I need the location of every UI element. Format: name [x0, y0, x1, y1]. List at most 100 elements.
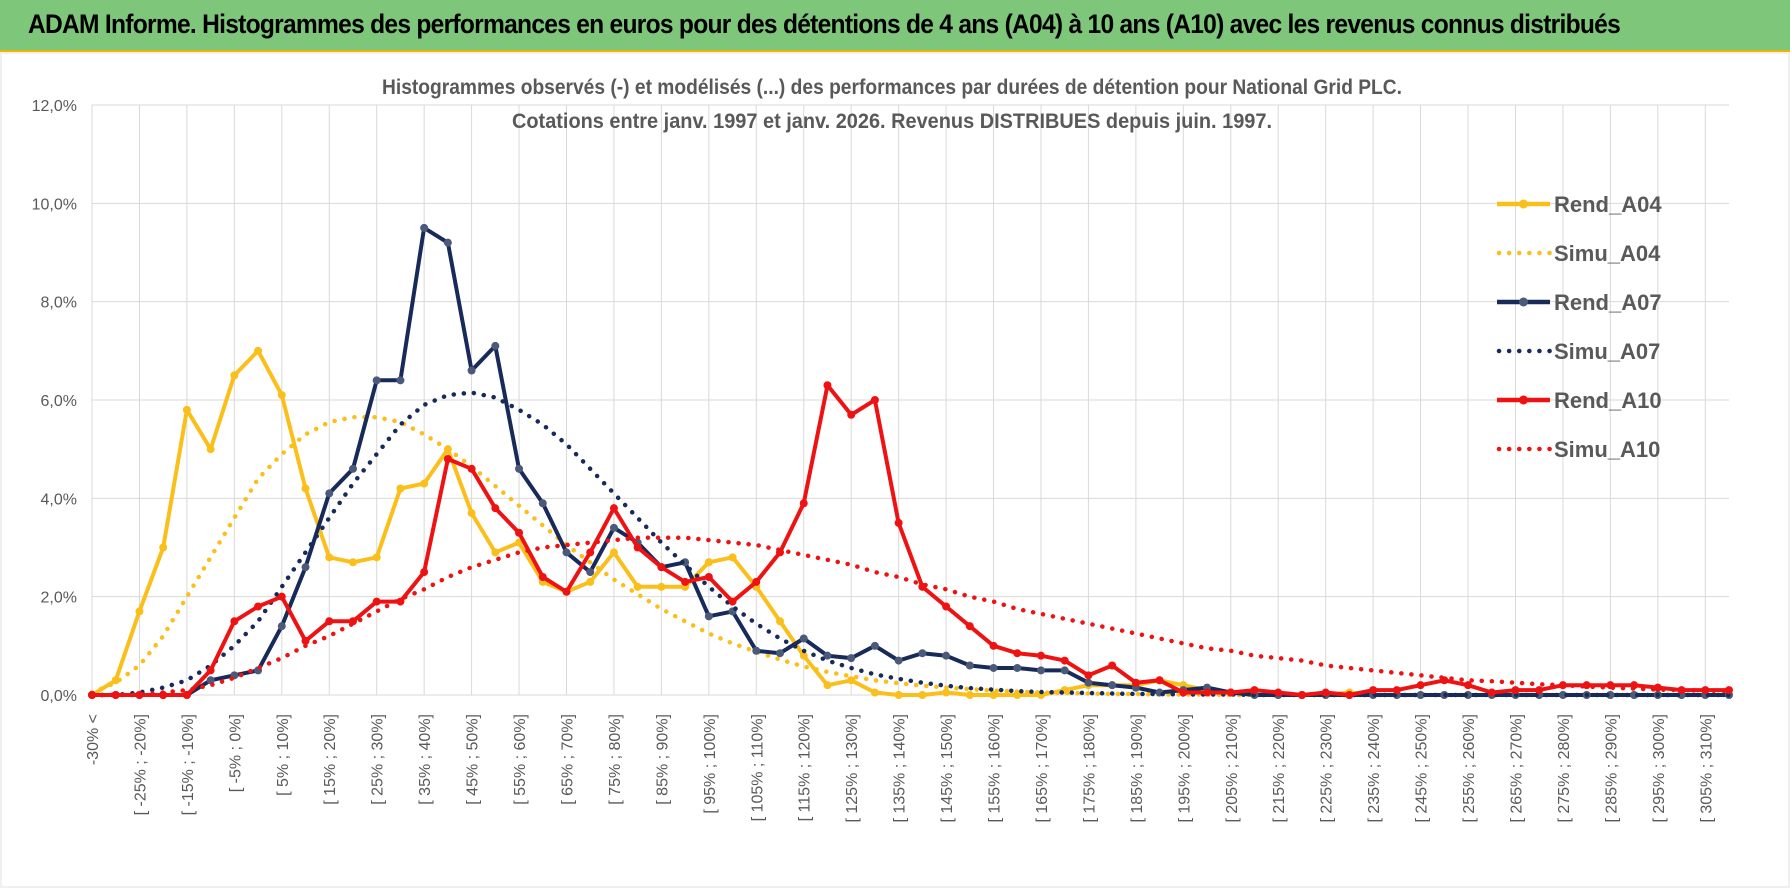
legend-marker: [1519, 199, 1528, 209]
data-point-Rend_A10: [1036, 651, 1045, 660]
series-layer: [88, 223, 1733, 699]
data-point-Rend_A07: [420, 223, 429, 232]
data-point-Rend_A07: [443, 238, 452, 247]
data-point-Rend_A10: [1369, 686, 1378, 695]
data-point-Rend_A10: [538, 573, 547, 581]
legend-label: Rend_A07: [1554, 290, 1662, 315]
series-Simu_A07: [89, 390, 1732, 698]
data-point-Rend_A04: [348, 558, 357, 567]
data-point-Rend_A04: [776, 617, 785, 626]
x-tick-label: [ 215% ; 220%]: [1271, 714, 1288, 823]
data-point-Rend_A10: [1203, 688, 1212, 697]
data-point-Rend_A07: [586, 568, 595, 577]
x-tick-label: [ -5% ; 0%]: [227, 714, 244, 792]
data-point-Rend_A04: [396, 484, 405, 493]
data-point-Rend_A07: [918, 649, 927, 658]
data-point-Rend_A04: [609, 548, 618, 557]
data-point-Rend_A07: [989, 663, 998, 672]
data-point-Rend_A10: [1084, 671, 1093, 680]
data-point-Rend_A10: [254, 602, 263, 611]
data-point-Rend_A04: [799, 651, 808, 660]
data-point-Rend_A07: [752, 646, 761, 655]
legend-item: Rend_A07: [1497, 290, 1662, 315]
data-point-Rend_A10: [420, 568, 429, 577]
data-point-Rend_A07: [396, 376, 405, 385]
legend-label: Simu_A10: [1554, 437, 1660, 462]
legend-marker: [1519, 297, 1528, 307]
x-tick-label: [ 265% ; 270%]: [1508, 714, 1525, 823]
data-point-Rend_A04: [491, 548, 500, 557]
x-tick-label: [ 15% ; 20%]: [322, 714, 339, 805]
data-point-Rend_A10: [325, 617, 334, 626]
data-point-Rend_A07: [1108, 681, 1117, 690]
data-point-Rend_A10: [823, 381, 832, 390]
x-tick-label: [ 275% ; 280%]: [1556, 714, 1573, 823]
data-point-Rend_A07: [1558, 691, 1567, 699]
data-point-Rend_A07: [277, 622, 286, 631]
data-point-Rend_A04: [135, 607, 144, 616]
data-point-Rend_A10: [989, 641, 998, 650]
x-tick-label: [ -15% ; -10%]: [180, 714, 197, 815]
data-point-Rend_A10: [1511, 686, 1520, 695]
x-tick-label: [ 5% ; 10%]: [275, 714, 292, 796]
data-point-Rend_A10: [1060, 656, 1069, 665]
legend: Rend_A04 Simu_A04 Rend_A07 Simu_A07 Rend_A10…: [1496, 192, 1662, 462]
x-tick-label: [ 305% ; 310%]: [1698, 714, 1715, 823]
x-tick-label: [ 185% ; 190%]: [1129, 714, 1146, 823]
data-point-Rend_A10: [752, 577, 761, 586]
data-point-Rend_A10: [372, 597, 381, 606]
data-point-Rend_A10: [206, 666, 215, 675]
data-point-Rend_A10: [728, 597, 737, 606]
data-point-Rend_A10: [111, 691, 120, 699]
data-point-Rend_A07: [847, 654, 856, 663]
data-point-Rend_A04: [704, 558, 713, 567]
data-point-Rend_A04: [325, 553, 334, 562]
data-point-Rend_A10: [1274, 688, 1283, 697]
y-tick-label: 8,0%: [41, 295, 77, 312]
data-point-Rend_A10: [799, 499, 808, 508]
data-point-Rend_A10: [1535, 686, 1544, 695]
x-tick-label: [ 195% ; 200%]: [1176, 714, 1193, 823]
series-line-Simu_A07: [89, 390, 1732, 698]
y-tick-label: 6,0%: [41, 393, 77, 410]
data-point-Rend_A07: [609, 523, 618, 532]
data-point-Rend_A10: [609, 504, 618, 513]
legend-label: Simu_A07: [1554, 339, 1660, 364]
x-tick-label: [ 65% ; 70%]: [559, 714, 576, 805]
chart-title-line1: Histogrammes observés (-) et modélisés (…: [382, 76, 1402, 99]
chart-title: Histogrammes observés (-) et modélisés (…: [382, 76, 1402, 133]
data-point-Rend_A07: [1630, 691, 1639, 699]
data-point-Rend_A04: [182, 405, 191, 414]
series-line-Rend_A07: [92, 225, 1729, 697]
series-line-Rend_A10: [92, 383, 1729, 697]
data-point-Rend_A04: [372, 553, 381, 562]
data-point-Rend_A07: [301, 563, 310, 572]
data-point-Rend_A07: [206, 676, 215, 685]
x-tick-label: [ 35% ; 40%]: [417, 714, 434, 805]
legend-item: Rend_A04: [1497, 192, 1662, 217]
data-point-Rend_A10: [1392, 686, 1401, 695]
legend-label: Simu_A04: [1554, 241, 1661, 266]
data-point-Rend_A10: [1297, 691, 1306, 699]
data-point-Rend_A07: [1606, 691, 1615, 699]
data-point-Rend_A10: [1725, 686, 1733, 695]
y-tick-label: 10,0%: [32, 196, 77, 213]
data-point-Rend_A07: [515, 464, 524, 473]
gridlines: [91, 104, 1729, 696]
data-point-Rend_A04: [111, 676, 120, 685]
chart-frame: Histogrammes observés (-) et modélisés (…: [0, 52, 1790, 888]
data-point-Rend_A10: [633, 543, 642, 552]
report-title: ADAM Informe. Histogrammes des performan…: [28, 9, 1621, 39]
data-point-Rend_A04: [633, 582, 642, 591]
data-point-Rend_A04: [277, 391, 286, 400]
x-tick-label: [ 135% ; 140%]: [892, 714, 909, 823]
legend-item: Simu_A04: [1496, 241, 1661, 266]
data-point-Rend_A10: [1416, 681, 1425, 690]
x-tick-label: [ -25% ; -20%]: [132, 714, 149, 815]
data-point-Rend_A10: [1179, 688, 1188, 697]
x-tick-label: [ 245% ; 250%]: [1414, 714, 1431, 823]
data-point-Rend_A07: [965, 661, 974, 670]
data-point-Rend_A10: [301, 636, 310, 645]
data-point-Rend_A04: [657, 582, 666, 591]
data-point-Rend_A07: [823, 651, 832, 660]
